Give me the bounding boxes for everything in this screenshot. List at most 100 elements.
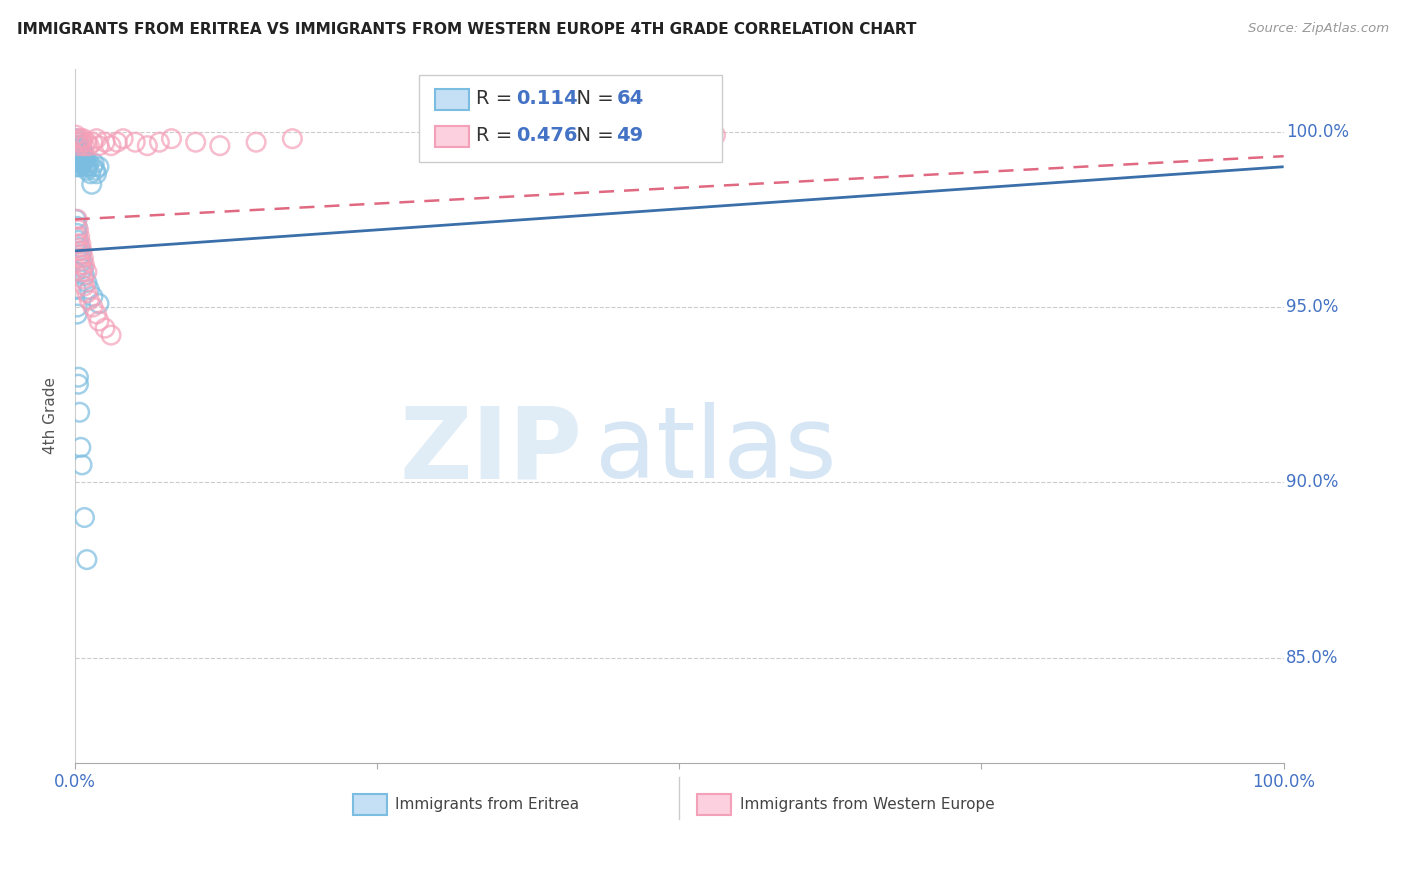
- Text: atlas: atlas: [595, 402, 837, 499]
- FancyBboxPatch shape: [697, 794, 731, 815]
- Text: R =: R =: [477, 89, 519, 108]
- Point: [67, 370, 90, 384]
- Point: [69, 236, 91, 251]
- Text: ZIP: ZIP: [399, 402, 582, 499]
- Point: [70, 142, 93, 156]
- Point: [76, 265, 98, 279]
- Point: [84, 163, 107, 178]
- Point: [67, 160, 90, 174]
- Point: [66, 142, 89, 156]
- Point: [66, 149, 89, 163]
- Point: [73, 510, 96, 524]
- Point: [76, 552, 98, 566]
- Point: [76, 163, 98, 178]
- Point: [72, 251, 94, 265]
- Point: [76, 285, 98, 300]
- Point: [184, 135, 207, 149]
- Text: IMMIGRANTS FROM ERITREA VS IMMIGRANTS FROM WESTERN EUROPE 4TH GRADE CORRELATION : IMMIGRANTS FROM ERITREA VS IMMIGRANTS FR…: [17, 22, 917, 37]
- Point: [67, 135, 90, 149]
- Point: [70, 254, 93, 268]
- Point: [79, 293, 101, 307]
- Point: [66, 236, 89, 251]
- Point: [75, 153, 97, 167]
- Text: R =: R =: [477, 127, 519, 145]
- Point: [208, 138, 231, 153]
- Point: [124, 135, 146, 149]
- FancyBboxPatch shape: [419, 76, 721, 162]
- Text: N =: N =: [564, 89, 620, 108]
- Text: 64: 64: [616, 89, 644, 108]
- Point: [76, 156, 98, 170]
- Point: [69, 138, 91, 153]
- Point: [94, 135, 117, 149]
- Point: [65, 153, 87, 167]
- Y-axis label: 4th Grade: 4th Grade: [44, 377, 58, 454]
- Point: [69, 153, 91, 167]
- Point: [69, 149, 91, 163]
- Point: [73, 138, 96, 153]
- Point: [66, 219, 89, 234]
- Point: [72, 131, 94, 145]
- Point: [67, 377, 90, 392]
- Text: 85.0%: 85.0%: [1286, 648, 1339, 667]
- Point: [69, 160, 91, 174]
- Point: [69, 251, 91, 265]
- Point: [94, 321, 117, 335]
- Point: [69, 131, 91, 145]
- Text: Immigrants from Western Europe: Immigrants from Western Europe: [740, 797, 994, 813]
- Point: [65, 265, 87, 279]
- Point: [105, 135, 128, 149]
- FancyBboxPatch shape: [434, 126, 468, 147]
- Text: 0.114: 0.114: [516, 89, 578, 108]
- Point: [66, 307, 89, 321]
- Point: [65, 131, 87, 145]
- Point: [73, 258, 96, 272]
- Point: [69, 142, 91, 156]
- Point: [704, 128, 727, 143]
- Point: [86, 167, 108, 181]
- Point: [69, 138, 91, 153]
- Point: [65, 145, 87, 160]
- Point: [65, 138, 87, 153]
- Point: [66, 227, 89, 241]
- Point: [72, 261, 94, 276]
- Text: 0.476: 0.476: [516, 127, 578, 145]
- Point: [79, 167, 101, 181]
- Point: [76, 276, 98, 290]
- Point: [66, 156, 89, 170]
- Point: [65, 160, 87, 174]
- Point: [67, 153, 90, 167]
- Point: [66, 300, 89, 314]
- Point: [70, 156, 93, 170]
- Point: [86, 307, 108, 321]
- Point: [72, 153, 94, 167]
- Point: [245, 135, 267, 149]
- Text: N =: N =: [564, 127, 620, 145]
- Point: [87, 314, 110, 328]
- Point: [65, 230, 87, 244]
- Point: [112, 131, 135, 145]
- Point: [70, 244, 93, 258]
- Point: [83, 156, 105, 170]
- Point: [69, 145, 91, 160]
- Point: [70, 265, 93, 279]
- Point: [281, 131, 304, 145]
- Point: [136, 138, 159, 153]
- Point: [73, 279, 96, 293]
- Point: [69, 240, 91, 254]
- Point: [67, 223, 90, 237]
- Point: [69, 405, 91, 419]
- Point: [80, 178, 103, 192]
- Point: [70, 135, 93, 149]
- Point: [82, 160, 104, 174]
- Point: [67, 234, 90, 248]
- Point: [69, 230, 91, 244]
- Point: [73, 156, 96, 170]
- FancyBboxPatch shape: [434, 89, 468, 111]
- Point: [87, 160, 110, 174]
- Point: [79, 156, 101, 170]
- Point: [67, 145, 90, 160]
- Point: [69, 258, 91, 272]
- Point: [69, 247, 91, 261]
- Point: [87, 296, 110, 310]
